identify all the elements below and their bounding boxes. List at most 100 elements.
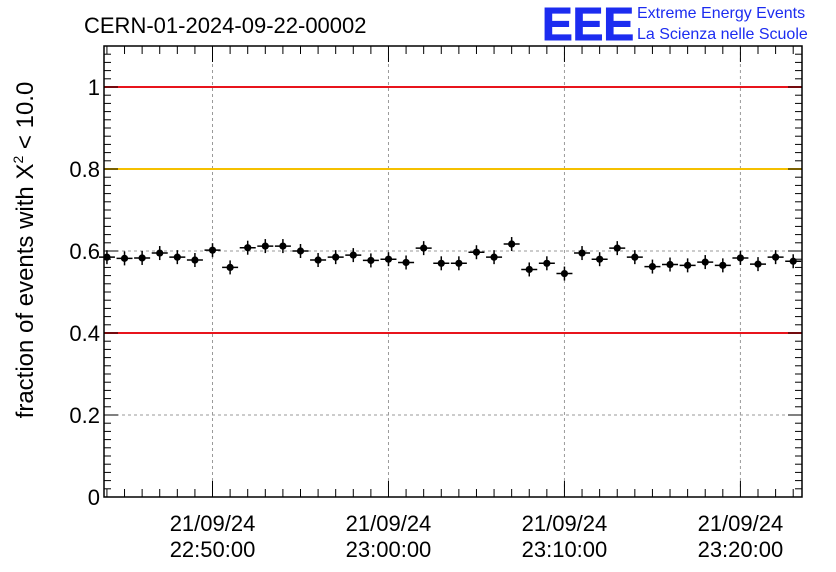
data-point-marker <box>314 256 322 264</box>
data-points <box>98 237 802 281</box>
data-point <box>503 237 520 252</box>
x-axis-ticks: 21/09/2422:50:0021/09/2423:00:0021/09/24… <box>106 46 794 562</box>
x-tick-label-time: 23:00:00 <box>346 537 432 562</box>
data-point <box>574 246 591 261</box>
data-point <box>222 260 239 275</box>
data-point <box>345 248 362 263</box>
data-point-marker <box>402 258 410 267</box>
data-point <box>538 256 555 271</box>
data-point <box>415 241 432 256</box>
data-point-marker <box>772 253 780 261</box>
data-point <box>362 253 379 268</box>
data-point <box>732 250 749 265</box>
data-point-marker <box>332 253 340 261</box>
data-point <box>239 240 256 255</box>
x-tick-label-time: 23:20:00 <box>698 537 784 562</box>
y-tick-label: 0.8 <box>69 157 100 182</box>
data-point <box>785 254 802 269</box>
x-tick-label-date: 21/09/24 <box>698 511 784 536</box>
y-tick-label: 0.2 <box>69 403 100 428</box>
plot-frame <box>103 45 803 498</box>
data-point <box>750 257 767 272</box>
data-point <box>274 239 291 254</box>
data-point-marker <box>648 262 657 271</box>
data-point-marker <box>719 261 727 269</box>
data-point-marker <box>296 247 305 255</box>
eee-logo-mark: EEE <box>542 0 634 50</box>
data-point <box>714 258 731 273</box>
data-point <box>327 250 344 265</box>
data-point-marker <box>120 254 129 262</box>
data-point <box>697 255 714 270</box>
data-point-marker <box>490 253 498 261</box>
data-point-marker <box>384 255 393 263</box>
data-point-marker <box>684 261 692 269</box>
eee-logo: EEE Extreme Energy Events La Scienza nel… <box>542 0 808 51</box>
data-point <box>609 241 626 256</box>
y-axis-label-tail: < 10.0 <box>12 82 39 156</box>
data-point <box>169 250 186 265</box>
data-point-marker <box>279 242 287 250</box>
data-point <box>433 256 450 271</box>
data-point-marker <box>437 259 445 267</box>
data-point <box>98 250 115 265</box>
data-point-marker <box>420 244 428 252</box>
y-axis-ticks: 0 0.2 0.4 0.6 0.8 1 <box>69 45 802 510</box>
y-tick-label: 0.6 <box>69 239 100 264</box>
data-point <box>204 243 221 258</box>
y-tick-label: 0 <box>88 485 100 510</box>
data-point <box>257 239 274 254</box>
data-point <box>644 259 661 274</box>
data-point-marker <box>560 269 569 278</box>
x-tick-label-date: 21/09/24 <box>522 511 608 536</box>
data-point <box>292 244 309 258</box>
data-point-marker <box>666 260 674 269</box>
data-point <box>116 251 133 266</box>
data-point-marker <box>244 244 252 252</box>
eee-logo-line2: La Scienza nelle Scuole <box>637 26 808 43</box>
x-tick-label-time: 22:50:00 <box>170 537 256 562</box>
data-point-marker <box>173 253 181 261</box>
data-point <box>468 245 485 260</box>
reference-lines <box>104 86 802 334</box>
y-tick-label: 0.4 <box>69 321 100 346</box>
y-axis-label-main: fraction of events with X <box>12 164 39 419</box>
data-point-marker <box>736 254 745 262</box>
data-point <box>450 256 467 271</box>
data-point-marker <box>578 249 586 257</box>
data-point-marker <box>701 258 709 266</box>
data-point-marker <box>455 259 463 267</box>
data-point <box>767 250 784 265</box>
data-point <box>662 257 679 272</box>
x-tick-label-date: 21/09/24 <box>170 511 256 536</box>
data-point-marker <box>754 260 762 268</box>
data-point <box>486 250 503 265</box>
data-point-marker <box>631 253 639 261</box>
data-point-marker <box>613 244 621 252</box>
grid-lines <box>104 46 802 497</box>
data-point-marker <box>191 256 199 264</box>
data-point-marker <box>472 248 481 256</box>
data-point-marker <box>208 246 217 254</box>
data-point <box>186 253 203 268</box>
y-axis-label: fraction of events with X2 < 10.0 <box>10 82 39 419</box>
data-point <box>398 255 415 270</box>
data-point <box>380 252 397 267</box>
data-point <box>310 253 327 268</box>
data-point <box>591 252 608 267</box>
data-point-marker <box>525 265 533 274</box>
x-tick-label-time: 23:10:00 <box>522 537 608 562</box>
x-tick-label-date: 21/09/24 <box>346 511 432 536</box>
data-point-marker <box>138 254 146 262</box>
data-point <box>151 246 168 261</box>
data-point <box>679 258 696 273</box>
data-point <box>521 262 538 277</box>
data-point <box>134 250 151 265</box>
data-point-marker <box>596 255 604 263</box>
data-point-marker <box>261 242 269 250</box>
data-point-marker <box>367 256 375 265</box>
chart-title: CERN-01-2024-09-22-00002 <box>84 13 367 38</box>
eee-logo-line1: Extreme Energy Events <box>637 5 805 22</box>
data-point-marker <box>349 251 357 259</box>
